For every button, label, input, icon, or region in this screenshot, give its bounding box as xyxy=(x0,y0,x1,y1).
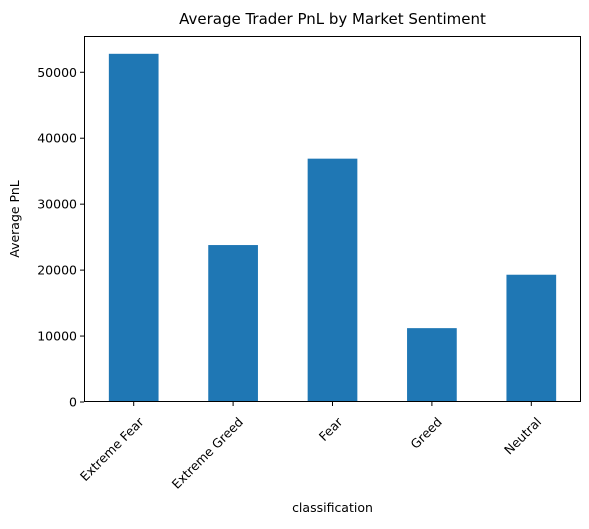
x-tick-label: Neutral xyxy=(501,414,544,457)
chart-title: Average Trader PnL by Market Sentiment xyxy=(179,10,486,28)
x-axis-label: classification xyxy=(292,500,373,515)
y-tick-label: 0 xyxy=(69,395,77,410)
bar-greed xyxy=(407,328,457,402)
bar-fear xyxy=(307,158,358,402)
x-tick-label: Fear xyxy=(316,414,346,444)
y-axis: 0 10000 20000 30000 40000 50000 xyxy=(37,65,84,410)
x-tick-label: Extreme Fear xyxy=(77,414,147,484)
y-tick-label: 50000 xyxy=(37,65,77,80)
x-axis: Extreme Fear Extreme Greed Fear Greed Neutra… xyxy=(77,402,544,492)
bar-extreme-fear xyxy=(108,53,159,402)
plot-frame xyxy=(84,36,581,402)
y-tick-label: 30000 xyxy=(37,197,77,212)
x-tick-label: Greed xyxy=(407,414,444,451)
y-tick-label: 10000 xyxy=(37,329,77,344)
y-axis-label: Average PnL xyxy=(7,180,22,258)
bar-extreme-greed xyxy=(208,245,258,402)
bar-neutral xyxy=(506,274,557,402)
bars-group xyxy=(108,53,557,402)
y-tick-label: 20000 xyxy=(37,263,77,278)
y-tick-label: 40000 xyxy=(37,131,77,146)
x-tick-label: Extreme Greed xyxy=(169,414,246,491)
